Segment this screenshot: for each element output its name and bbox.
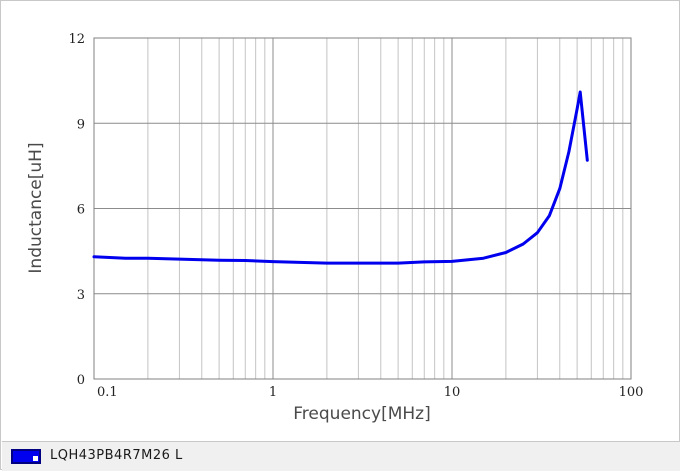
legend: LQH43PB4R7M26 L — [2, 441, 680, 471]
legend-swatch-mark — [33, 456, 38, 461]
y-tick-label: 6 — [77, 203, 85, 218]
x-tick-label: 10 — [444, 385, 461, 400]
y-tick-label: 0 — [77, 373, 85, 388]
y-tick-label: 9 — [77, 117, 85, 132]
y-tick-label: 3 — [77, 288, 85, 303]
y-tick-labels: 0 3 6 9 12 — [68, 32, 85, 388]
series-layer — [92, 90, 589, 265]
y-axis-label: Inductance[uH] — [26, 142, 46, 273]
x-tick-labels: 0.1 1 10 100 — [97, 385, 643, 400]
x-tick-label: 100 — [619, 385, 644, 400]
series-line — [92, 90, 589, 265]
legend-label: LQH43PB4R7M26 L — [50, 448, 183, 463]
inductance-chart: 0.1 1 10 100 0 3 6 9 12 Frequency[MHz] Inductan… — [26, 32, 643, 424]
x-tick-label: 1 — [269, 385, 277, 400]
plot-border — [93, 37, 632, 380]
x-axis-label: Frequency[MHz] — [293, 404, 430, 424]
x-tick-label: 0.1 — [97, 385, 118, 400]
legend-swatch — [11, 449, 41, 464]
y-tick-label: 12 — [68, 32, 85, 47]
